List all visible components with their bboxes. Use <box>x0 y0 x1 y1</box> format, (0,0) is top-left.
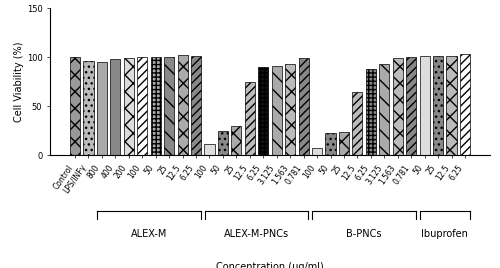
Bar <box>137 57 147 155</box>
Text: B-PNCs: B-PNCs <box>346 229 382 239</box>
Bar <box>392 58 403 155</box>
Bar <box>191 56 201 155</box>
Bar <box>339 132 349 155</box>
Bar <box>379 64 390 155</box>
Bar <box>164 57 174 155</box>
Text: ALEX-M-PNCs: ALEX-M-PNCs <box>224 229 289 239</box>
Bar <box>352 92 362 155</box>
Bar <box>84 61 94 155</box>
Bar <box>312 148 322 155</box>
Bar <box>70 57 80 155</box>
Bar <box>433 56 443 155</box>
Bar <box>258 67 268 155</box>
Text: ALEX-M: ALEX-M <box>131 229 167 239</box>
Text: Concentration (µg/ml): Concentration (µg/ml) <box>216 262 324 268</box>
Bar <box>232 126 241 155</box>
Bar <box>204 144 214 155</box>
Y-axis label: Cell Viability (%): Cell Viability (%) <box>14 42 24 122</box>
Bar <box>110 59 120 155</box>
Bar <box>298 58 308 155</box>
Bar <box>285 64 295 155</box>
Bar <box>460 54 470 155</box>
Bar <box>420 56 430 155</box>
Bar <box>446 56 456 155</box>
Bar <box>272 66 282 155</box>
Text: Ibuprofen: Ibuprofen <box>422 229 468 239</box>
Bar <box>245 82 255 155</box>
Bar <box>366 69 376 155</box>
Bar <box>326 133 336 155</box>
Bar <box>150 57 161 155</box>
Bar <box>124 58 134 155</box>
Bar <box>218 131 228 155</box>
Bar <box>97 62 107 155</box>
Bar <box>406 57 416 155</box>
Bar <box>178 55 188 155</box>
